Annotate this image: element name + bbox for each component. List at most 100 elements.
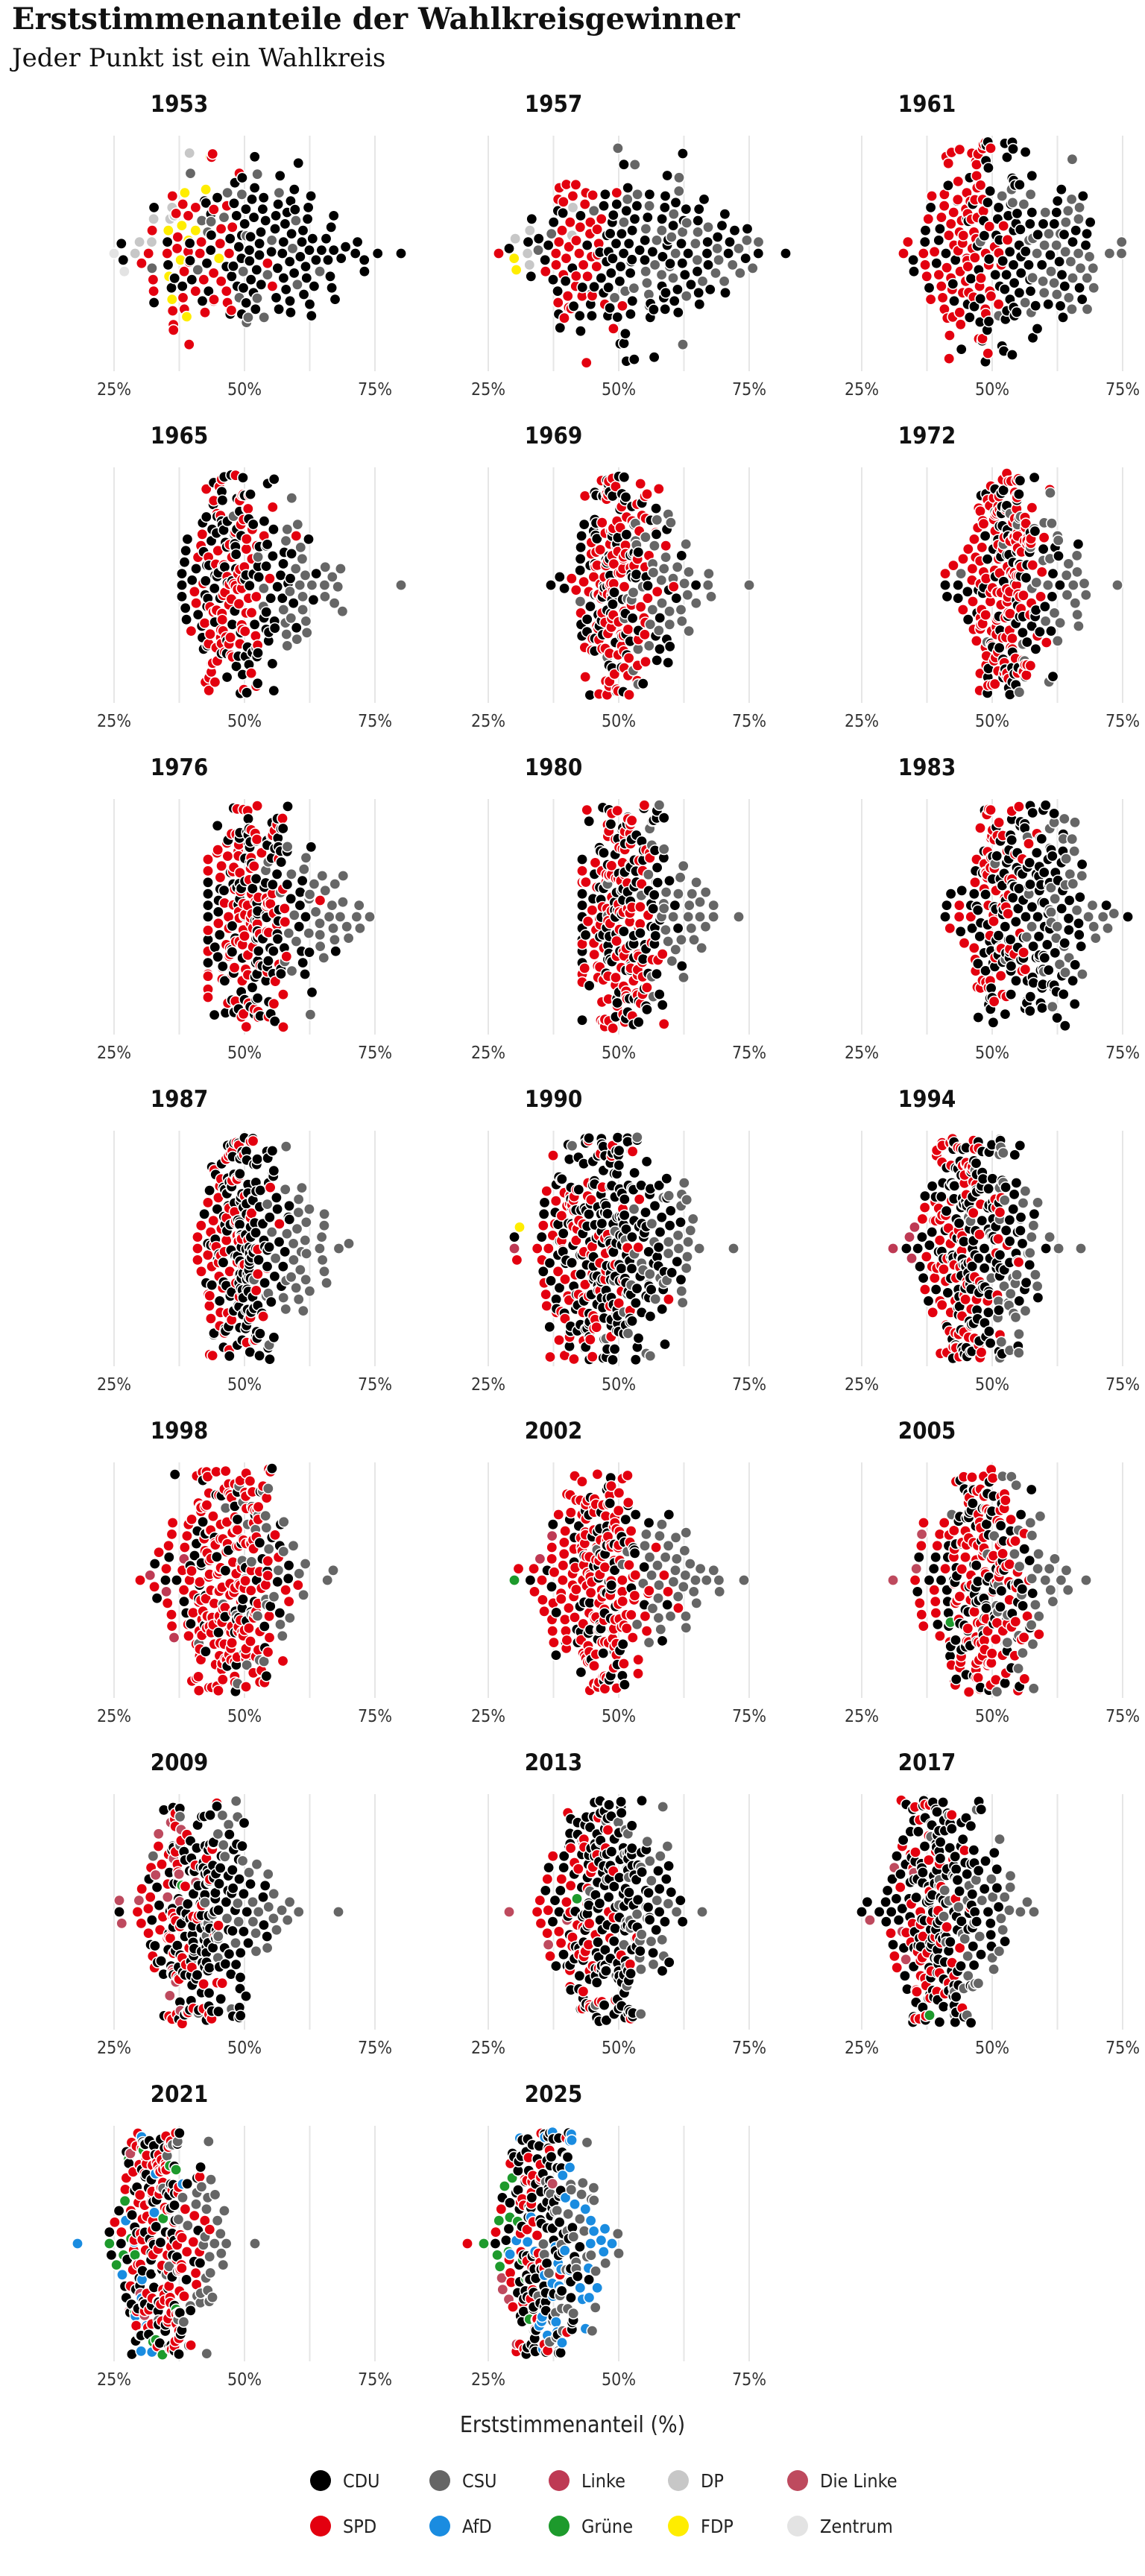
point-cdu [1042,964,1055,976]
point-dielinke [173,1868,186,1881]
x-tick-label: 75% [358,2039,392,2058]
point-csu [289,214,302,227]
point-cdu [1017,1600,1029,1612]
point-csu [674,871,687,884]
point-cdu [236,471,249,484]
point-spd [148,285,160,297]
point-csu [677,1580,690,1593]
point-spd [537,1219,549,1232]
point-dp [145,236,158,248]
point-cdu [595,271,608,284]
point-cdu [151,1592,163,1605]
point-cdu [674,1216,687,1228]
point-cdu [212,1878,225,1890]
point-csu [660,886,672,899]
x-tick-label: 25% [471,380,505,400]
point-spd [528,1585,540,1598]
point-spd [560,1895,572,1908]
point-linke [168,1632,180,1644]
point-csu [640,222,652,235]
point-cdu [226,920,239,932]
point-cdu [267,523,280,536]
point-spd [909,1574,921,1587]
panel-title: 1953 [151,91,209,118]
point-csu [218,211,230,224]
point-spd [944,922,956,935]
point-fdp [175,219,188,232]
point-cdu [1016,1237,1029,1250]
point-cdu [1054,300,1067,312]
point-cdu [682,247,695,259]
point-csu [622,1327,634,1339]
point-cdu [596,1217,608,1230]
point-cdu [625,1231,638,1243]
point-csu [677,859,690,872]
point-cdu [283,1559,295,1572]
point-spd [561,290,574,303]
point-cdu [1026,1587,1039,1600]
point-cdu [351,236,364,248]
point-cdu [641,211,654,224]
point-cdu [230,209,243,222]
point-cdu [997,255,1009,268]
point-cdu [647,903,660,915]
point-cdu [950,1673,962,1686]
point-spd [625,1609,637,1621]
point-cdu [176,280,189,292]
point-spd [546,1553,558,1565]
point-spd [983,220,996,233]
point-csu [1008,1547,1021,1560]
point-csu [672,888,684,900]
point-csu [1111,578,1124,591]
point-dielinke [116,1917,128,1930]
point-cdu [1032,228,1044,241]
x-tick-label: 75% [358,380,392,400]
point-cdu [672,922,684,935]
point-cdu [630,568,643,581]
point-cdu [554,321,567,334]
point-cdu [701,259,714,271]
point-cdu [1003,245,1016,258]
point-spd [957,229,970,242]
x-tick-label: 75% [732,1044,766,1063]
point-spd [268,1529,281,1541]
point-cdu [640,1003,653,1016]
point-spd [650,1541,663,1554]
point-spd [219,1465,232,1477]
point-spd [546,1850,559,1863]
point-cdu [307,593,320,606]
point-spd [938,200,950,212]
point-cdu [619,327,631,340]
point-cdu [1073,929,1085,941]
point-cdu [1048,218,1061,230]
point-cdu [266,1145,279,1158]
point-cdu [1053,549,1065,562]
point-cdu [615,227,628,240]
point-csu [707,911,720,924]
point-spd [262,1569,274,1582]
point-cdu [1038,866,1050,879]
point-spd [587,189,599,201]
point-cdu [151,1881,163,1894]
point-spd [557,195,570,208]
point-spd [192,1685,205,1697]
point-csu [1023,1246,1036,1259]
point-spd [667,581,680,593]
point-spd [916,1213,929,1225]
point-cdu [691,265,704,278]
point-cdu [299,911,312,924]
point-csu [652,624,665,637]
point-spd [578,962,591,975]
panel-title: 1987 [151,1086,209,1113]
point-spd [913,1597,926,1609]
point-csu [675,615,688,628]
point-csu [184,167,197,180]
point-cdu [248,182,261,195]
point-spd [968,1606,981,1618]
point-cdu [628,212,641,225]
point-csu [1072,247,1085,259]
point-spd [587,1659,600,1672]
point-cdu [263,1241,276,1254]
